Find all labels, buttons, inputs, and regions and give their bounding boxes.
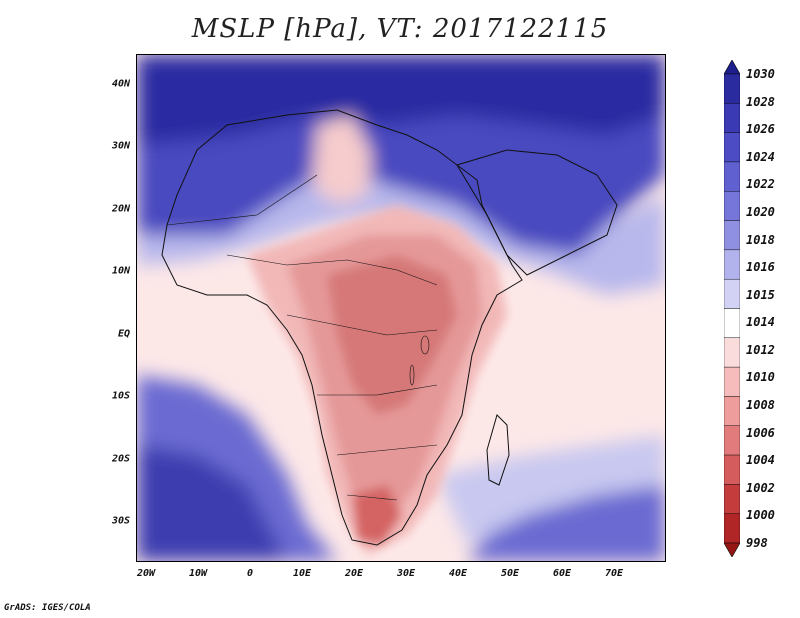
colorbar-swatch xyxy=(724,161,740,192)
colorbar-swatch xyxy=(724,308,740,339)
x-tick-0: 0 xyxy=(246,568,254,579)
southern-africa-low xyxy=(352,485,402,545)
colorbar-label: 1012 xyxy=(746,342,775,357)
colorbar-label: 998 xyxy=(746,536,768,550)
colorbar-bottom-arrow xyxy=(724,542,740,557)
colorbar-swatch xyxy=(724,484,740,514)
madagascar-coastline xyxy=(486,414,510,486)
colorbar-label: 1014 xyxy=(746,315,775,330)
colorbar-swatch xyxy=(724,103,740,133)
x-tick-40e: 40E xyxy=(448,568,468,579)
country-borders xyxy=(166,174,438,501)
map-canvas xyxy=(137,55,665,561)
colorbar-swatch xyxy=(724,191,740,221)
y-tick-eq: EQ xyxy=(117,328,130,340)
colorbar-swatch xyxy=(724,73,740,104)
colorbar-label: 1020 xyxy=(746,204,775,219)
colorbar-label: 1026 xyxy=(746,122,775,137)
x-tick-10e: 10E xyxy=(292,568,312,579)
colorbar-swatch xyxy=(724,337,740,368)
colorbar-label: 1030 xyxy=(746,67,775,81)
credit-text: GrADS: IGES/COLA xyxy=(4,603,91,613)
saharan-low xyxy=(312,115,372,205)
colorbar-swatch xyxy=(724,366,740,397)
colorbar xyxy=(724,60,740,557)
pressure-map xyxy=(136,54,666,562)
colorbar-label: 1016 xyxy=(746,260,775,275)
lake-victoria xyxy=(420,335,430,355)
colorbar-label: 1028 xyxy=(746,94,775,109)
colorbar-swatch xyxy=(724,425,740,456)
y-tick-30n: 30N xyxy=(111,140,130,152)
northern-transition xyxy=(137,165,665,295)
x-tick-20e: 20E xyxy=(344,568,364,579)
y-tick-10s: 10S xyxy=(111,390,130,402)
colorbar-label: 1015 xyxy=(746,287,775,302)
chart-title: MSLP [hPa], VT: 2017122115 xyxy=(191,14,609,44)
colorbar-swatch xyxy=(724,454,740,485)
colorbar-label: 1000 xyxy=(746,508,775,523)
x-tick-20w: 20W xyxy=(136,568,156,579)
x-tick-30e: 30E xyxy=(396,568,416,579)
africa-coastline xyxy=(161,109,523,546)
south-atlantic-high-core xyxy=(137,445,287,561)
colorbar-swatch xyxy=(724,513,740,544)
colorbar-swatch xyxy=(724,132,740,163)
colorbar-swatch xyxy=(724,396,740,426)
colorbar-label: 1008 xyxy=(746,398,775,413)
colorbar-label: 1002 xyxy=(746,480,775,495)
y-tick-10n: 10N xyxy=(111,265,130,277)
central-africa-low xyxy=(327,255,457,415)
colorbar-swatch xyxy=(724,249,740,280)
y-tick-20n: 20N xyxy=(111,203,130,215)
y-tick-40n: 40N xyxy=(111,78,130,90)
colorbar-label: 1022 xyxy=(746,177,775,192)
colorbar-label: 1024 xyxy=(746,149,775,164)
northern-high-core xyxy=(137,55,665,145)
lake-tanganyika xyxy=(409,364,415,386)
arabia-coastline xyxy=(456,149,618,276)
indian-ocean-transition xyxy=(437,435,665,545)
x-tick-60e: 60E xyxy=(552,568,572,579)
y-tick-30s: 30S xyxy=(111,515,130,527)
colorbar-label: 1004 xyxy=(746,453,775,468)
x-tick-10w: 10W xyxy=(188,568,208,579)
colorbar-label: 1018 xyxy=(746,232,775,247)
x-tick-70e: 70E xyxy=(604,568,624,579)
y-tick-20s: 20S xyxy=(111,453,130,465)
colorbar-label: 1010 xyxy=(746,370,775,385)
x-tick-50e: 50E xyxy=(500,568,520,579)
colorbar-swatch xyxy=(724,220,740,251)
colorbar-top-arrow xyxy=(724,60,740,75)
colorbar-swatch xyxy=(724,278,740,309)
colorbar-label: 1006 xyxy=(746,425,775,440)
